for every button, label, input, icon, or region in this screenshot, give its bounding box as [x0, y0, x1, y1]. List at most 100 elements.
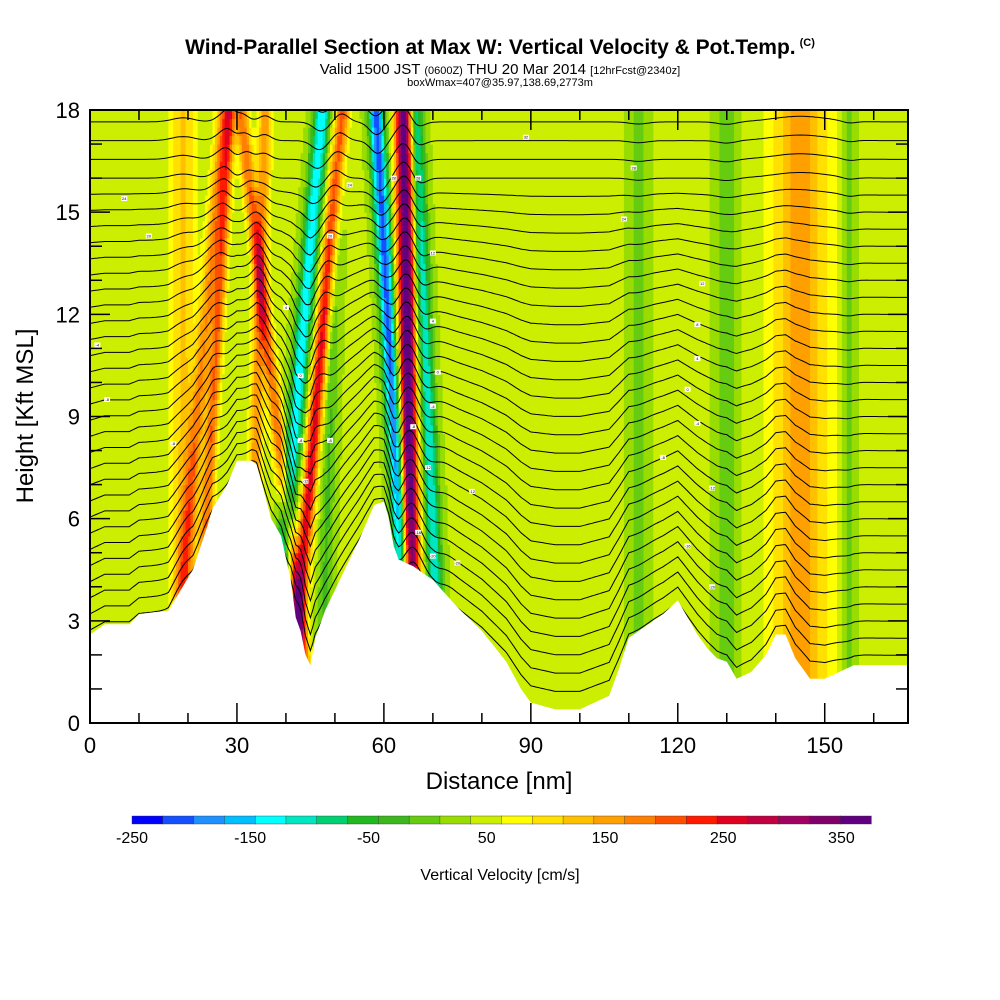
vv-cell — [107, 501, 111, 511]
vv-cell — [151, 339, 155, 349]
vv-cell — [114, 297, 118, 307]
vv-cell — [112, 152, 116, 162]
vv-cell — [90, 254, 94, 264]
vv-cell — [126, 135, 130, 145]
vv-cell — [99, 407, 103, 418]
vv-cell — [134, 603, 138, 613]
vv-cell — [146, 271, 150, 281]
vv-cell — [112, 229, 116, 239]
vv-cell — [161, 348, 165, 358]
vv-cell — [109, 544, 113, 554]
vv-cell — [143, 195, 147, 205]
vv-cell — [141, 442, 145, 452]
vv-cell — [151, 425, 155, 435]
vv-cell — [94, 535, 98, 545]
vv-cell — [158, 195, 162, 205]
vv-cell — [97, 280, 101, 290]
vv-cell — [104, 161, 108, 171]
vv-cell — [126, 305, 130, 315]
vv-cell — [109, 297, 113, 307]
vv-cell — [112, 416, 116, 426]
vv-cell — [107, 527, 111, 537]
vv-cell — [138, 348, 143, 358]
vv-cell — [161, 407, 165, 418]
vv-cell — [158, 450, 162, 460]
vv-cell — [90, 271, 94, 281]
vv-cell — [161, 118, 165, 128]
vv-cell — [136, 407, 140, 418]
vv-cell — [97, 178, 101, 188]
vv-cell — [138, 527, 143, 537]
vv-cell — [94, 612, 98, 622]
vv-cell — [131, 501, 135, 511]
vv-cell — [126, 280, 130, 290]
vv-cell — [109, 561, 113, 571]
vv-cell — [119, 195, 123, 205]
vv-cell — [99, 169, 103, 179]
vv-cell — [129, 416, 133, 426]
vv-cell — [129, 246, 133, 256]
vv-cell — [136, 322, 140, 332]
vv-cell — [107, 305, 111, 315]
vv-cell — [97, 161, 101, 171]
vv-cell — [134, 246, 138, 256]
vv-cell — [141, 382, 145, 392]
vv-cell — [153, 220, 157, 230]
vv-cell — [90, 535, 94, 545]
vv-cell — [112, 535, 116, 545]
vv-cell — [94, 425, 98, 435]
vv-cell — [143, 314, 147, 324]
vv-cell — [153, 280, 157, 290]
vv-cell — [116, 271, 120, 281]
vv-cell — [92, 493, 96, 503]
vv-cell — [136, 450, 140, 460]
vv-cell — [121, 527, 125, 537]
vv-cell — [141, 254, 145, 264]
vv-cell — [90, 620, 94, 630]
vv-cell — [156, 280, 160, 290]
vv-cell — [112, 493, 116, 503]
vv-cell — [153, 407, 157, 418]
vv-cell — [156, 390, 160, 401]
vv-cell — [124, 425, 128, 435]
vv-cell — [99, 212, 103, 222]
vv-cell — [138, 407, 143, 418]
vv-cell — [134, 390, 138, 401]
vv-cell — [107, 595, 111, 605]
vv-cell — [138, 416, 143, 426]
vv-cell — [129, 535, 133, 545]
vv-cell — [99, 161, 103, 171]
vv-cell — [156, 152, 160, 162]
vv-cell — [119, 476, 123, 486]
vv-cell — [109, 280, 113, 290]
vv-cell — [151, 127, 155, 137]
vv-cell — [99, 271, 103, 281]
vv-cell — [99, 246, 103, 256]
vv-cell — [126, 263, 130, 273]
vv-cell — [97, 212, 101, 222]
vv-cell — [102, 561, 106, 571]
vv-cell — [146, 467, 150, 477]
vv-cell — [161, 314, 165, 324]
vv-cell — [131, 322, 135, 332]
vv-cell — [99, 399, 103, 409]
vv-cell — [143, 144, 147, 154]
vv-cell — [124, 390, 128, 401]
vv-cell — [141, 467, 145, 477]
vv-cell — [141, 544, 145, 554]
vv-cell — [104, 603, 108, 613]
vv-cell — [112, 127, 116, 137]
vv-cell — [94, 118, 98, 128]
vv-cell — [131, 195, 135, 205]
vv-cell — [119, 467, 123, 477]
vv-cell — [107, 254, 111, 264]
vv-cell — [126, 314, 130, 324]
vv-cell — [153, 578, 157, 588]
vv-cell — [143, 152, 147, 162]
vv-cell — [134, 586, 138, 596]
vv-cell — [141, 110, 145, 120]
vv-cell — [112, 280, 116, 290]
vv-cell — [112, 510, 116, 520]
vv-cell — [124, 586, 128, 596]
vv-cell — [94, 127, 98, 137]
